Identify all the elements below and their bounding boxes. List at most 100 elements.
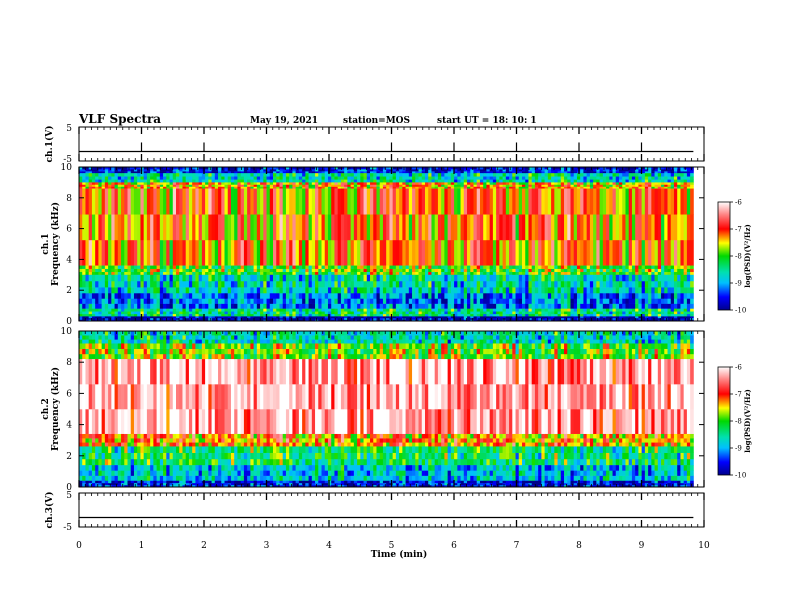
spectrogram-cell	[392, 317, 397, 320]
spectrogram-cell	[121, 176, 125, 180]
spectrogram-cell	[589, 293, 594, 299]
spectrogram-cell	[496, 214, 500, 241]
spectrogram-cell	[580, 171, 584, 174]
spectrogram-cell	[467, 317, 471, 320]
spectrogram-cell	[253, 280, 258, 288]
spectrogram-cell	[130, 268, 135, 273]
spectrogram-cell	[250, 214, 255, 241]
spectrogram-cell	[224, 287, 229, 294]
spectrogram-cell	[628, 274, 633, 282]
spectrogram-cell	[405, 265, 410, 269]
spectrogram-cell	[412, 176, 416, 180]
spectrogram-cell	[302, 182, 306, 185]
spectrogram-cell	[670, 173, 675, 177]
spectrogram-cell	[441, 171, 445, 174]
spectrogram-cell	[573, 239, 578, 266]
spectrogram-cell	[641, 171, 646, 174]
spectrogram-cell	[657, 265, 662, 269]
spectrogram-cell	[457, 313, 461, 317]
spectrogram-cell	[347, 188, 352, 215]
spectrogram-cell	[127, 265, 132, 269]
spectrogram-cell	[363, 319, 368, 322]
spectrogram-cell	[188, 293, 193, 299]
spectrogram-cell	[612, 169, 617, 172]
spectrogram-cell	[505, 303, 510, 309]
spectrogram-cell	[98, 176, 103, 180]
spectrogram-cell	[654, 167, 659, 170]
spectrogram-cell	[602, 274, 607, 282]
spectrogram-cell	[441, 265, 445, 269]
spectrogram-cell	[496, 179, 500, 183]
spectrogram-cell	[567, 293, 571, 299]
spectrogram-cell	[638, 169, 643, 172]
spectrogram-cell	[256, 239, 261, 266]
spectrogram-cell	[486, 317, 491, 320]
spectrogram-cell	[415, 239, 419, 266]
spectrogram-cell	[143, 313, 148, 317]
spectrogram-cell	[602, 176, 607, 180]
spectrogram-cell	[441, 298, 445, 304]
spectrogram-cell	[282, 176, 287, 180]
spectrogram-cell	[538, 167, 542, 170]
spectrogram-cell	[331, 265, 335, 269]
spectrogram-cell	[276, 287, 280, 294]
spectrogram-cell	[499, 271, 503, 276]
spectrogram-cell	[670, 271, 675, 276]
spectrogram-cell	[340, 298, 345, 304]
spectrogram-cell	[479, 265, 484, 269]
spectrogram-cell	[609, 298, 613, 304]
spectrogram-cell	[127, 280, 132, 288]
spectrogram-cell	[82, 280, 86, 288]
spectrogram-cell	[457, 239, 461, 266]
spectrogram-cell	[499, 176, 503, 180]
spectrogram-cell	[91, 167, 96, 170]
spectrogram-cell	[195, 182, 200, 185]
spectrogram-cell	[625, 317, 630, 320]
spectrogram-cell	[108, 308, 112, 312]
spectrogram-cell	[376, 171, 381, 174]
spectrogram-cell	[188, 287, 193, 294]
spectrogram-cell	[654, 186, 659, 189]
spectrogram-cell	[570, 308, 575, 312]
spectrogram-cell	[512, 179, 516, 183]
spectrogram-cell	[447, 293, 452, 299]
spectrogram-cell	[327, 293, 332, 299]
spectrogram-cell	[318, 268, 322, 273]
spectrogram-cell	[444, 186, 449, 189]
spectrogram-cell	[295, 179, 300, 183]
spectrogram-cell	[648, 308, 652, 312]
spectrogram-cell	[386, 274, 390, 282]
spectrogram-cell	[428, 293, 432, 299]
spectrogram-cell	[638, 214, 643, 241]
spectrogram-cell	[366, 313, 371, 317]
spectrogram-cell	[499, 293, 503, 299]
spectrogram-cell	[470, 186, 474, 189]
spectrogram-cell	[150, 214, 154, 241]
spectrogram-cell	[127, 188, 132, 215]
spectrogram-cell	[347, 214, 352, 241]
spectrogram-cell	[609, 280, 613, 288]
spectrogram-cell	[195, 319, 200, 322]
spectrogram-cell	[276, 298, 280, 304]
spectrogram-cell	[140, 239, 145, 266]
spectrogram-cell	[156, 313, 161, 317]
spectrogram-cell	[121, 316, 125, 319]
spectrogram-cell	[492, 280, 497, 288]
spectrogram-cell	[602, 171, 607, 174]
spectrogram-cell	[515, 308, 520, 312]
spectrogram-cell	[82, 188, 86, 215]
spectrogram-cell	[444, 173, 449, 177]
spectrogram-cell	[227, 265, 232, 269]
spectrogram-cell	[140, 184, 145, 187]
spectrogram-cell	[509, 214, 513, 241]
spectrogram-cell	[641, 268, 646, 273]
spectrogram-cell	[447, 271, 452, 276]
spectrogram-cell	[295, 173, 300, 177]
spectrogram-cell	[399, 317, 403, 320]
spectrogram-cell	[554, 239, 558, 266]
spectrogram-cell	[334, 179, 339, 183]
spectrogram-cell	[486, 171, 491, 174]
spectrogram-cell	[664, 293, 668, 299]
spectrogram-cell	[534, 179, 539, 183]
spectrogram-cell	[318, 271, 322, 276]
